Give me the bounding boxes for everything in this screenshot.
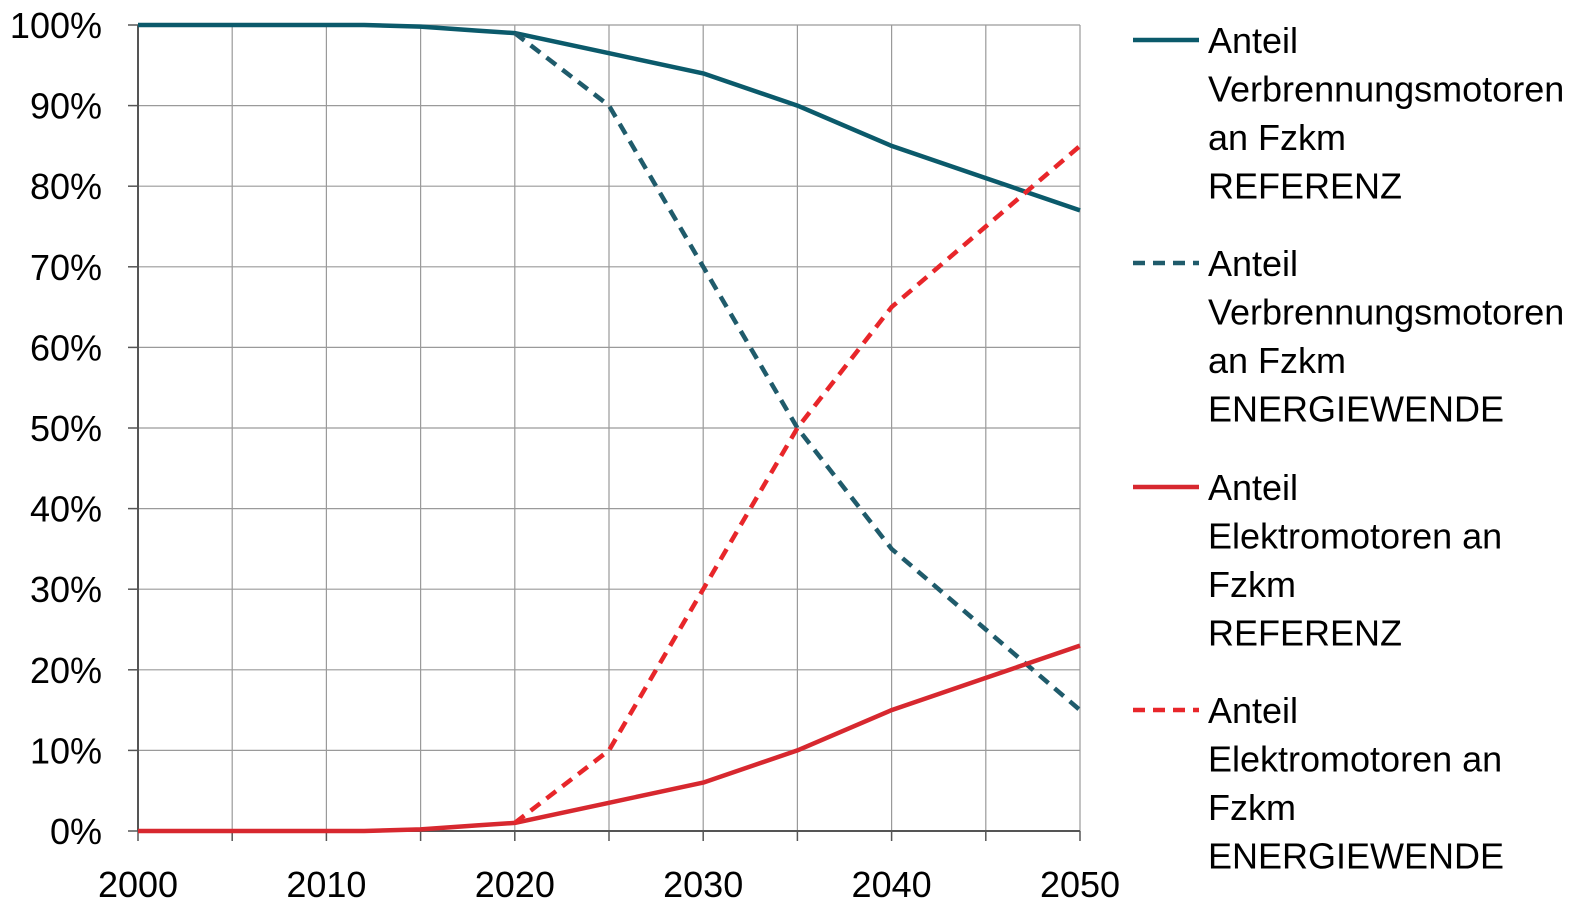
x-tick-label: 2020 <box>475 864 555 905</box>
legend-label-line: ENERGIEWENDE <box>1208 389 1504 430</box>
legend-label-line: an Fzkm <box>1208 117 1346 158</box>
legend-label-line: Anteil <box>1208 467 1298 508</box>
legend-label-line: Anteil <box>1208 690 1298 731</box>
legend-entry-2: Anteil Verbrennungsmotoren an Fzkm ENERGIEW… <box>1133 243 1564 430</box>
y-tick-label: 0% <box>50 811 102 852</box>
y-tick-label: 60% <box>30 327 102 368</box>
legend-label-line: Verbrennungsmotoren <box>1208 292 1564 333</box>
y-tick-label: 50% <box>30 408 102 449</box>
legend-label-line: Anteil <box>1208 243 1298 284</box>
series-line-1 <box>138 22 1081 213</box>
y-tick-label: 20% <box>30 650 102 691</box>
y-tick-label: 30% <box>30 569 102 610</box>
series-line-2 <box>513 31 1082 712</box>
y-tick-label: 100% <box>10 5 102 46</box>
grid <box>137 24 1081 832</box>
x-tick-label: 2030 <box>663 864 743 905</box>
y-tick-label: 70% <box>30 247 102 288</box>
legend-entry-1: Anteil Verbrennungsmotoren an Fzkm REFERENZ <box>1133 20 1564 207</box>
legend-label-line: an Fzkm <box>1208 340 1346 381</box>
x-tick-label: 2000 <box>98 864 178 905</box>
legend-label-line: Elektromotoren an <box>1208 516 1502 557</box>
legend-label-line: Verbrennungsmotoren <box>1208 69 1564 110</box>
legend-label-line: Elektromotoren an <box>1208 739 1502 780</box>
legend-label-line: ENERGIEWENDE <box>1208 836 1504 877</box>
y-tick-label: 10% <box>30 730 102 771</box>
x-tick-label: 2050 <box>1040 864 1120 905</box>
y-tick-label: 40% <box>30 489 102 530</box>
legend-label-line: Anteil <box>1208 20 1298 61</box>
series-line-3 <box>138 643 1081 834</box>
y-tick-label: 80% <box>30 166 102 207</box>
legend-entry-4: Anteil Elektromotoren an Fzkm ENERGIEWENDE <box>1133 690 1504 877</box>
legend: Anteil Verbrennungsmotoren an Fzkm REFERENZ… <box>1133 20 1564 877</box>
y-tick-label: 90% <box>30 86 102 127</box>
legend-label-line: Fzkm <box>1208 787 1296 828</box>
series-lines <box>138 22 1082 834</box>
axes: 0% 10% 20% 30% 40% 50% 60% 70% 80% 90% 100% 2000 201… <box>10 5 1120 905</box>
legend-entry-3: Anteil Elektromotoren an Fzkm REFERENZ <box>1133 467 1502 654</box>
legend-label-line: REFERENZ <box>1208 613 1402 654</box>
legend-label-line: Fzkm <box>1208 564 1296 605</box>
legend-label-line: REFERENZ <box>1208 166 1402 207</box>
x-tick-label: 2040 <box>852 864 932 905</box>
x-tick-label: 2010 <box>286 864 366 905</box>
series-line-4 <box>513 144 1082 825</box>
